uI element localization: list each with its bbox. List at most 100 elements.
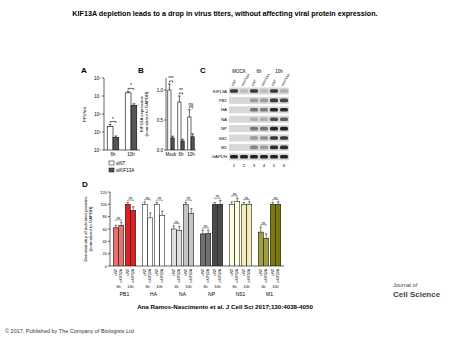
error-line xyxy=(115,136,116,137)
time-label: 10h xyxy=(272,285,278,289)
significance-bracket xyxy=(189,107,192,109)
significance: * xyxy=(112,117,114,122)
band xyxy=(280,146,288,150)
band xyxy=(260,146,268,150)
y-tick xyxy=(102,96,104,97)
error-line xyxy=(173,226,174,229)
row-label: KIF13A xyxy=(213,89,227,94)
time-label: 10h xyxy=(214,285,220,289)
error-line xyxy=(266,234,267,238)
bar-label: siKIF13A xyxy=(160,268,164,282)
band xyxy=(250,89,258,93)
bar xyxy=(229,204,234,266)
error-line xyxy=(237,198,238,201)
band xyxy=(240,155,248,159)
bar xyxy=(113,137,119,150)
bracket xyxy=(172,81,173,83)
y-axis xyxy=(166,78,167,150)
bar xyxy=(264,238,269,266)
bar xyxy=(241,204,246,266)
bar xyxy=(181,141,184,150)
error-bar xyxy=(236,198,239,201)
condition-label: 10h xyxy=(275,69,283,74)
band xyxy=(230,108,238,112)
bar xyxy=(171,138,174,150)
y-tick xyxy=(108,229,110,230)
y-tick-label: 0.5 xyxy=(157,118,164,123)
error-line xyxy=(208,230,209,233)
bracket xyxy=(182,93,183,95)
error-bar xyxy=(188,110,191,117)
bar-label: siKIF13A xyxy=(177,268,181,282)
bar xyxy=(206,233,211,266)
blot-strip xyxy=(229,135,289,142)
band xyxy=(240,146,248,150)
plot-area xyxy=(107,91,137,150)
y-tick xyxy=(102,150,104,151)
y-tick xyxy=(164,120,166,121)
band xyxy=(260,89,268,93)
bracket xyxy=(133,88,134,90)
error-bar xyxy=(248,202,251,204)
error-cap xyxy=(127,91,130,92)
bracket xyxy=(237,196,238,197)
lane-label: siNT xyxy=(230,79,237,87)
band xyxy=(270,127,278,131)
band xyxy=(260,108,268,112)
bracket xyxy=(115,122,116,124)
y-tick-label: 0 xyxy=(105,264,108,269)
significance-bracket xyxy=(179,93,182,95)
error-bar xyxy=(181,139,184,141)
band xyxy=(250,99,258,103)
band xyxy=(240,117,248,121)
bracket xyxy=(208,228,209,229)
background xyxy=(0,0,450,338)
error-bar xyxy=(242,202,245,204)
bar-label: siKIF13A xyxy=(206,268,210,282)
error-bar xyxy=(230,202,233,204)
y-tick xyxy=(164,90,166,91)
x-tick-label: Mock xyxy=(166,152,178,157)
time-label: 6h xyxy=(261,285,265,289)
y-tick xyxy=(108,192,110,193)
bar xyxy=(125,93,131,150)
legend-swatch xyxy=(109,161,114,165)
panel-letter: B xyxy=(138,66,144,75)
error-line xyxy=(189,110,190,117)
panel-letter: D xyxy=(82,180,88,189)
blot-strip xyxy=(229,97,289,104)
band xyxy=(260,136,268,140)
bar xyxy=(113,228,118,266)
error-bar xyxy=(178,96,181,102)
error-cap xyxy=(120,222,123,223)
blot-strip xyxy=(229,125,289,132)
group-label: M1 xyxy=(266,291,273,297)
band xyxy=(260,127,268,131)
panel-letter: C xyxy=(200,66,206,75)
lane-label: siNT xyxy=(250,79,257,87)
bar-label: siNT xyxy=(242,269,246,276)
error-cap xyxy=(236,198,239,199)
error-bar xyxy=(178,227,181,231)
time-label: 10h xyxy=(243,285,249,289)
band xyxy=(240,99,248,103)
bracket xyxy=(133,200,134,201)
x-tick-label: 10h xyxy=(187,152,195,157)
error-cap xyxy=(207,230,210,231)
significance: ns xyxy=(216,194,220,198)
bracket xyxy=(191,200,192,201)
row-label: GAPDH xyxy=(212,154,227,159)
error-bar xyxy=(191,134,194,137)
bar xyxy=(160,215,165,266)
y-tick xyxy=(108,216,110,217)
bar xyxy=(119,225,124,266)
significance: ns xyxy=(117,216,121,220)
bracket xyxy=(150,199,151,200)
x-axis xyxy=(110,266,284,267)
error-line xyxy=(121,222,122,225)
bar-label: siNT xyxy=(184,269,188,276)
error-cap xyxy=(248,201,251,202)
lane-number: 5 xyxy=(273,163,276,168)
error-bar xyxy=(219,201,222,205)
bar-label: siKIF13A xyxy=(218,268,222,282)
